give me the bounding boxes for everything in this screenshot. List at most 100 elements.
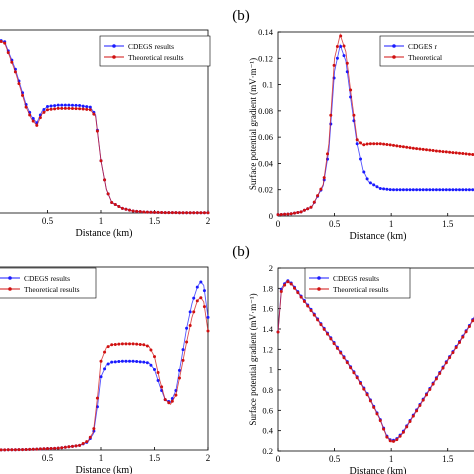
data-point [339, 351, 343, 355]
data-point [276, 330, 280, 334]
data-point [398, 144, 402, 148]
data-point [359, 157, 362, 161]
data-point [349, 88, 353, 92]
data-point [306, 304, 310, 308]
data-point [458, 151, 461, 155]
x-axis-label: Distance (km) [350, 231, 407, 242]
data-point [408, 420, 412, 424]
data-point [326, 152, 329, 156]
data-point [6, 448, 10, 452]
legend: CDEGS results Theoretical results [0, 267, 97, 299]
legend-marker [112, 44, 116, 48]
data-point [163, 211, 167, 215]
data-point [332, 342, 336, 346]
data-point [425, 393, 428, 397]
x-tick-label: 0.5 [329, 219, 341, 229]
data-point [70, 107, 74, 111]
data-point [471, 319, 474, 323]
data-point [471, 188, 474, 192]
data-point [329, 113, 333, 117]
data-point [181, 358, 185, 362]
data-point [312, 200, 316, 204]
data-point [385, 143, 389, 147]
data-point [395, 438, 399, 442]
data-point [385, 435, 389, 439]
data-point [375, 412, 379, 416]
data-point [145, 361, 149, 365]
data-point [142, 360, 146, 364]
x-tick-label: 0.5 [329, 454, 341, 464]
data-point [296, 211, 300, 215]
data-point [31, 119, 35, 123]
data-point [299, 210, 303, 214]
data-point [388, 143, 392, 147]
data-point [316, 318, 320, 322]
data-point [63, 103, 67, 107]
data-point [286, 280, 290, 284]
data-point [335, 346, 339, 350]
data-point [42, 110, 46, 114]
data-point [49, 446, 53, 450]
data-point [53, 107, 57, 111]
data-point [81, 104, 85, 108]
data-point [142, 210, 146, 214]
data-point [359, 381, 362, 385]
data-point [192, 211, 196, 215]
legend-box [0, 267, 97, 299]
data-point [149, 363, 153, 367]
data-point [195, 211, 199, 215]
data-point [70, 444, 74, 448]
data-point [299, 295, 303, 299]
data-point [329, 337, 333, 341]
series-line [277, 43, 474, 216]
legend-marker [8, 287, 12, 291]
data-point [392, 188, 395, 192]
data-point [117, 204, 121, 208]
data-point [185, 326, 189, 330]
legend: CDGES r Theoretical [379, 35, 474, 67]
y-axis-label: Surface potential gradient (mV·m⁻¹) [248, 293, 258, 425]
data-point [415, 147, 419, 151]
data-point [415, 188, 419, 192]
data-point [454, 151, 458, 155]
data-point [293, 286, 296, 290]
series-1 [0, 280, 210, 452]
data-point [113, 342, 117, 346]
data-point [46, 104, 49, 108]
data-point [362, 143, 366, 147]
data-point [70, 103, 74, 107]
data-point [124, 342, 128, 346]
data-point [145, 210, 149, 214]
x-tick-label: 2 [206, 216, 211, 226]
data-point [35, 123, 39, 127]
data-point [458, 340, 461, 344]
data-point [438, 149, 442, 153]
x-tick-label: 1.5 [442, 454, 454, 464]
data-point [342, 44, 346, 48]
data-point [6, 51, 10, 55]
data-point [206, 329, 210, 333]
data-point [49, 107, 53, 111]
legend-marker [8, 276, 12, 280]
data-point [153, 355, 156, 359]
data-point [156, 210, 160, 214]
legend-marker [392, 55, 396, 59]
data-point [368, 181, 372, 185]
legend-entry: Theoretical [408, 53, 442, 62]
legend-marker [317, 287, 321, 291]
data-point [392, 439, 395, 443]
data-point [85, 107, 89, 111]
data-point [342, 356, 346, 360]
data-point [142, 343, 146, 347]
data-point [149, 210, 153, 214]
data-point [425, 188, 428, 192]
series-2 [276, 32, 474, 217]
data-point [362, 387, 366, 391]
data-point [431, 149, 435, 153]
data-point [405, 145, 409, 149]
x-tick-label: 1 [389, 454, 394, 464]
chart-panel-2: 0 0.5 1 1.5 0 0.02 0.04 0.06 0.08 0.1 0.12 0.14 Dist… [232, 8, 474, 242]
legend-marker [392, 44, 396, 48]
y-tick-label: 0.1 [262, 80, 273, 90]
y-tick-label: 0.08 [258, 106, 273, 116]
